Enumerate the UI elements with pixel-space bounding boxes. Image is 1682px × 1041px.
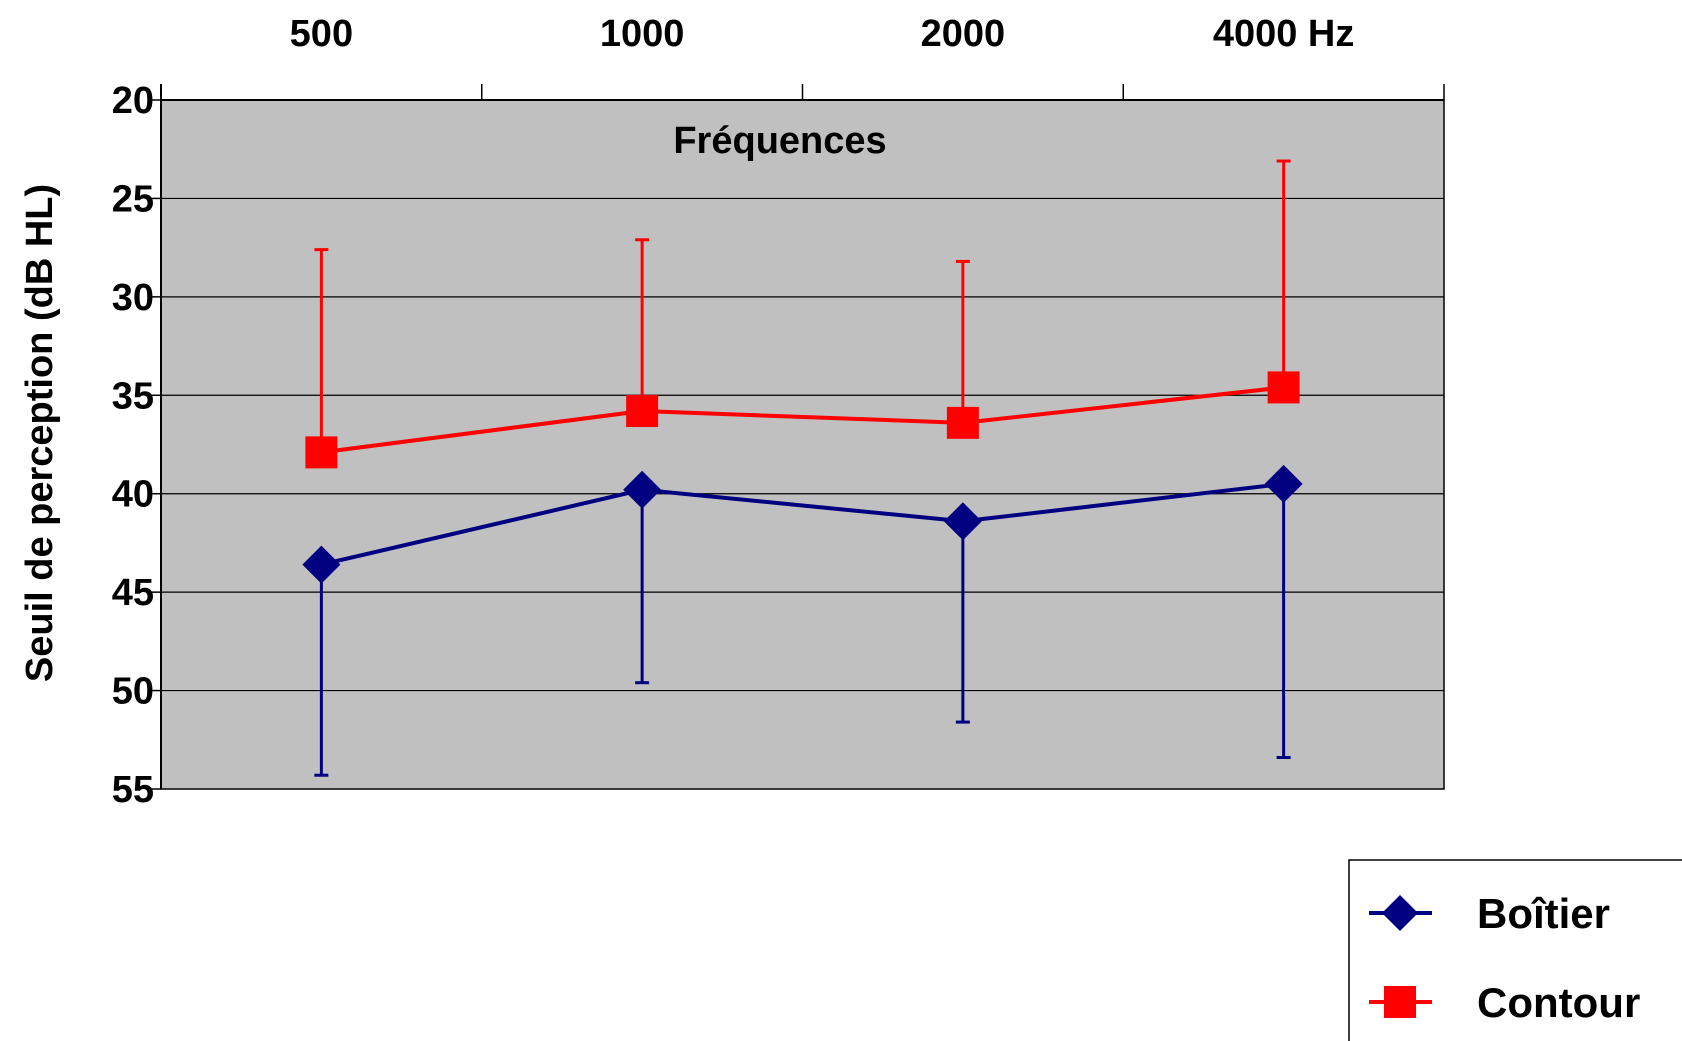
y-tick-label-35: 35 [112,375,154,417]
legend-swatch-marker-0 [1382,895,1418,931]
series-layer [302,159,1303,777]
x-axis-tick-labels: 500 1000 2000 4000 Hz [290,13,1355,55]
legend-label-1: Contour [1477,979,1640,1026]
y-tick-label-25: 25 [112,178,154,220]
legend-label-0: Boîtier [1477,890,1610,937]
x-tick-label-0: 500 [290,13,353,55]
y-tick-label-20: 20 [112,80,154,122]
series-line-1 [321,385,1284,455]
y-tick-label-45: 45 [112,572,154,614]
x-axis-ticks [160,84,1445,100]
legend-item-0: Boîtier [1369,890,1610,937]
y-tick-label-55: 55 [112,769,154,811]
x-tick-label-3: 4000 Hz [1213,13,1355,55]
y-axis-tick-labels: 20 25 30 35 40 45 50 55 [112,80,154,811]
data-point-1-3 [1267,371,1300,404]
x-tick-label-1: 1000 [600,13,685,55]
data-point-0-1 [623,470,662,509]
chart-title: Fréquences [673,120,886,162]
series-1 [305,159,1300,469]
data-point-0-3 [1264,464,1303,503]
y-axis-label: Seuil de perception (dB HL) [19,184,61,682]
data-point-1-0 [305,436,338,469]
data-point-1-1 [626,395,659,428]
data-point-1-2 [946,406,979,439]
legend-item-1: Contour [1369,979,1640,1026]
y-tick-label-50: 50 [112,671,154,713]
series-0 [302,464,1303,777]
y-tick-label-40: 40 [112,474,154,516]
x-tick-label-2: 2000 [921,13,1006,55]
y-tick-label-30: 30 [112,277,154,319]
plot-area [160,99,1445,790]
y-axis-ticks [151,99,161,790]
gridlines [161,197,1444,692]
legend-swatch-marker-1 [1384,986,1416,1018]
data-point-0-0 [302,545,341,584]
legend: Boîtier Contour [1348,859,1682,1041]
series-line-0 [320,481,1284,567]
legend-items: Boîtier Contour [1369,890,1640,1026]
data-point-0-2 [943,502,982,541]
